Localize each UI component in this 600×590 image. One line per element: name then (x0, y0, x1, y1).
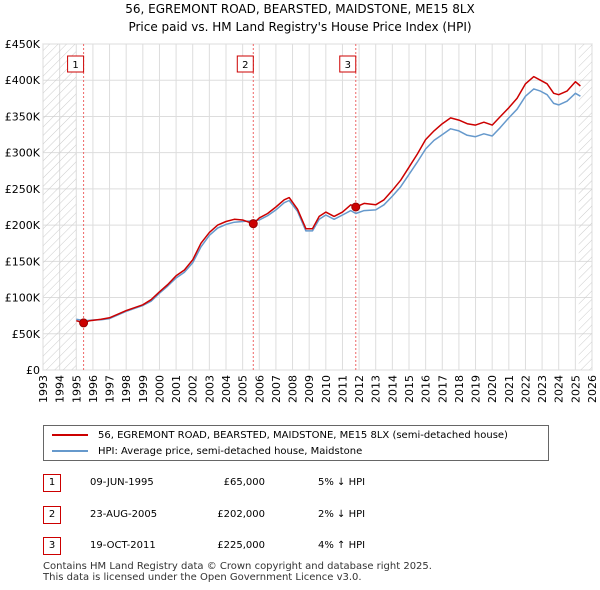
hpi-series-line (76, 88, 581, 322)
x-tick-label: 2025 (569, 375, 582, 403)
sale-label-box (339, 55, 357, 73)
sale-price: £202,000 (217, 509, 265, 520)
y-tick-label: £150K (5, 255, 41, 268)
x-tick-label: 2024 (553, 375, 566, 403)
y-tick-label: £200K (5, 219, 41, 232)
x-tick-label: 2021 (503, 375, 516, 403)
legend-entry-property: 56, EGREMONT ROAD, BEARSTED, MAIDSTONE, … (52, 428, 508, 444)
x-tick-label: 2018 (453, 375, 466, 403)
legend: 56, EGREMONT ROAD, BEARSTED, MAIDSTONE, … (43, 425, 549, 461)
y-tick-label: £300K (5, 147, 41, 160)
sale-hpi-diff: 2% ↓ HPI (318, 509, 366, 520)
sale-date: 23-AUG-2005 (90, 509, 158, 520)
x-tick-label: 2015 (403, 375, 416, 403)
series-lines (76, 75, 581, 324)
footer-line-2: This data is licensed under the Open Gov… (43, 572, 362, 583)
y-tick-label: £450K (5, 38, 41, 51)
legend-entry-hpi: HPI: Average price, semi-detached house,… (52, 444, 362, 460)
sale-price: £65,000 (223, 477, 265, 488)
sale-point (248, 219, 258, 229)
footer-note: Contains HM Land Registry data © Crown c… (43, 561, 432, 583)
price-chart: 1 2 3 £0 £50K £100K £150K £200K £250K £300K £350K… (5, 38, 599, 403)
x-tick-label: 2026 (586, 375, 599, 403)
legend-label-hpi: HPI: Average price, semi-detached house,… (98, 446, 363, 457)
sale-labels: 1 2 3 (67, 55, 357, 73)
plot-area (42, 43, 593, 371)
x-tick-label: 1999 (137, 375, 150, 403)
sale-number-badge: 3 (43, 537, 61, 555)
y-tick-label: £400K (5, 74, 41, 87)
sale-price: £225,000 (217, 540, 265, 551)
title-line-2: Price paid vs. HM Land Registry's House … (128, 20, 472, 34)
x-tick-label: 2023 (536, 375, 549, 403)
y-tick-label: £100K (5, 292, 41, 305)
x-tick-label: 2005 (237, 375, 250, 403)
legend-swatch-hpi (52, 450, 88, 452)
sale-hpi-diff: 4% ↑ HPI (318, 540, 366, 551)
x-tick-label: 2014 (386, 375, 399, 403)
x-tick-label: 2022 (519, 375, 532, 403)
x-tick-label: 2017 (436, 375, 449, 403)
chart-title: 56, EGREMONT ROAD, BEARSTED, MAIDSTONE, … (0, 0, 600, 36)
x-tick-label: 1994 (54, 375, 67, 403)
hatch-region-start (43, 44, 77, 370)
footer-line-1: Contains HM Land Registry data © Crown c… (43, 561, 432, 572)
x-tick-label: 2009 (303, 375, 316, 403)
sale-label-number: 2 (242, 60, 248, 71)
x-tick-label: 1996 (87, 375, 100, 403)
sale-hpi-diff: 5% ↓ HPI (318, 477, 366, 488)
x-tick-label: 2011 (336, 375, 349, 403)
sale-label-box (67, 55, 85, 73)
sale-label-number: 1 (72, 60, 78, 71)
sale-number-badge: 1 (43, 474, 61, 492)
x-tick-label: 1998 (120, 375, 133, 403)
x-tick-label: 2020 (486, 375, 499, 403)
title-line-1: 56, EGREMONT ROAD, BEARSTED, MAIDSTONE, … (125, 2, 475, 16)
sale-label-box (236, 55, 254, 73)
x-tick-label: 2010 (320, 375, 333, 403)
x-tick-label: 2004 (220, 375, 233, 403)
x-tick-label: 1993 (37, 375, 50, 403)
x-tick-label: 2008 (287, 375, 300, 403)
y-tick-label: £250K (5, 183, 41, 196)
hatch-region-end (578, 44, 592, 370)
y-tick-label: £350K (5, 110, 41, 123)
x-tick-label: 1995 (70, 375, 83, 403)
x-tick-label: 2003 (203, 375, 216, 403)
legend-label-property: 56, EGREMONT ROAD, BEARSTED, MAIDSTONE, … (98, 430, 508, 441)
sale-date: 19-OCT-2011 (90, 540, 156, 551)
x-tick-label: 2012 (353, 375, 366, 403)
x-tick-label: 2001 (170, 375, 183, 403)
y-tick-label: £0 (26, 364, 40, 377)
x-tick-label: 2007 (270, 375, 283, 403)
property-series-line (76, 75, 581, 324)
y-tick-label: £50K (12, 328, 41, 341)
x-tick-label: 2013 (370, 375, 383, 403)
x-axis-ticks: 1993 1994 1995 1996 1997 1998 1999 2000 2001 2002… (37, 375, 599, 403)
x-tick-label: 2006 (253, 375, 266, 403)
legend-swatch-property (52, 434, 88, 436)
sale-label-number: 3 (345, 60, 351, 71)
x-tick-label: 2002 (187, 375, 200, 403)
sale-point (351, 202, 361, 212)
x-tick-label: 2016 (420, 375, 433, 403)
y-axis-ticks: £0 £50K £100K £150K £200K £250K £300K £350K £400… (5, 38, 41, 377)
sale-points (79, 202, 361, 328)
x-tick-label: 1997 (104, 375, 117, 403)
x-tick-label: 2019 (470, 375, 483, 403)
x-tick-label: 2000 (153, 375, 166, 403)
sale-date: 09-JUN-1995 (90, 477, 154, 488)
plot-background (42, 43, 593, 371)
hatch-regions (43, 44, 592, 370)
sale-number-badge: 2 (43, 506, 61, 524)
sale-point (79, 318, 89, 328)
